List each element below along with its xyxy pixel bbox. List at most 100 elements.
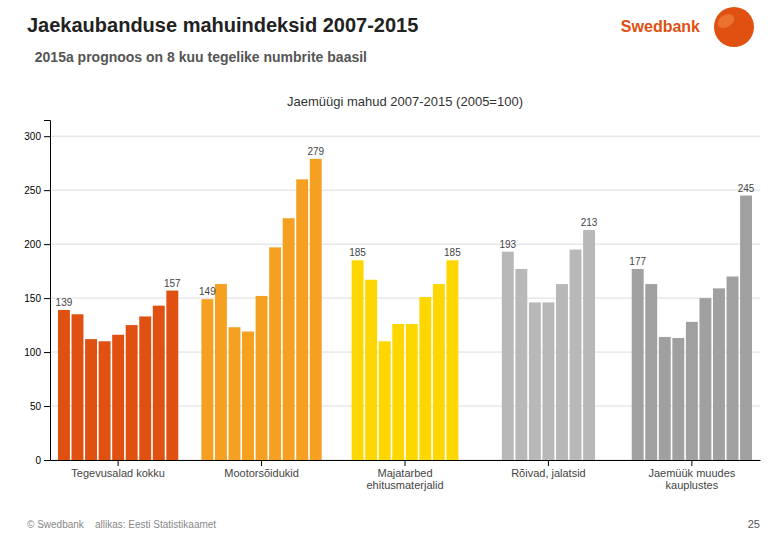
data-label: 193 — [499, 239, 516, 250]
bar — [99, 341, 111, 460]
bar — [583, 230, 595, 460]
y-tick-label: 300 — [24, 131, 41, 142]
y-tick: 100 — [24, 347, 50, 358]
bar — [242, 332, 254, 460]
x-tick: Mootorsõidukid — [224, 460, 299, 479]
bar — [645, 284, 657, 460]
data-label: 279 — [307, 146, 324, 157]
y-tick-mark — [44, 352, 50, 353]
x-axis: Tegevusalad kokku Mootorsõidukid Majatarbe… — [51, 460, 761, 491]
bar — [296, 179, 308, 460]
bar — [269, 247, 281, 460]
bar — [632, 269, 644, 460]
y-tick-mark — [44, 406, 50, 407]
x-tick-label: Tegevusalad kokku — [71, 467, 165, 479]
subtitle: 2015a prognoos on 8 kuu tegelike numbrit… — [27, 49, 367, 65]
x-tick-mark — [691, 460, 692, 466]
bar — [201, 299, 213, 460]
data-label: 185 — [349, 247, 366, 258]
x-tick-label-line: Mootorsõidukid — [224, 467, 299, 479]
y-tick: 0 — [35, 455, 50, 466]
y-tick-mark — [44, 460, 50, 461]
brand-logo-highlight — [715, 11, 737, 30]
y-tick-label: 100 — [24, 347, 41, 358]
bar — [126, 325, 138, 460]
bar — [229, 327, 241, 460]
y-axis-line — [44, 121, 51, 461]
data-label: 157 — [164, 278, 181, 289]
bar — [659, 337, 671, 460]
bar — [406, 324, 418, 460]
x-tick-mark — [261, 460, 262, 466]
x-tick: Tegevusalad kokku — [71, 460, 165, 479]
data-label: 213 — [581, 217, 598, 228]
plot: Jaemüügi mahud 2007-2015 (2005=100) 139 15… — [24, 94, 760, 491]
bar — [283, 218, 295, 460]
bar — [85, 339, 97, 460]
grid-line — [50, 190, 760, 191]
bar — [215, 284, 227, 460]
y-tick-label: 150 — [24, 293, 41, 304]
bar — [352, 260, 364, 460]
chart-container: Jaekaubanduse mahuindeksid 2007-2015 201… — [0, 0, 780, 540]
grid-line — [50, 136, 760, 137]
y-tick-mark — [44, 298, 50, 299]
x-tick-label: Mootorsõidukid — [224, 467, 299, 479]
bar — [433, 284, 445, 460]
bar — [153, 306, 165, 460]
bar — [58, 310, 70, 460]
chart-svg: Jaekaubanduse mahuindeksid 2007-2015 201… — [0, 0, 780, 540]
y-tick-mark — [44, 244, 50, 245]
bar — [686, 322, 698, 460]
bar — [72, 314, 84, 460]
y-tick: 50 — [30, 401, 50, 412]
chart-title: Jaemüügi mahud 2007-2015 (2005=100) — [287, 94, 523, 109]
y-axis: 0 50 100 150 200 250 300 — [24, 121, 50, 466]
footer-left: © Swedbank allikas: Eesti Statistikaamet — [27, 519, 216, 530]
bar — [740, 196, 752, 460]
y-tick-label: 0 — [35, 455, 41, 466]
x-tick-label-line: kauplustes — [666, 479, 719, 491]
bar — [713, 288, 725, 460]
data-label: 139 — [56, 297, 73, 308]
y-tick: 300 — [24, 131, 50, 142]
bar — [529, 302, 541, 460]
y-tick-label: 250 — [24, 185, 41, 196]
data-label: 185 — [444, 247, 461, 258]
bar — [446, 260, 458, 460]
bar — [166, 291, 178, 460]
y-tick-mark — [44, 136, 50, 137]
x-tick: Majatarbedehitusmaterjalid — [366, 460, 443, 491]
x-tick-mark — [118, 460, 119, 466]
bar — [727, 277, 739, 460]
footer-right: 25 — [748, 518, 760, 530]
x-tick-label: Majatarbedehitusmaterjalid — [366, 467, 443, 492]
grid-line — [50, 244, 760, 245]
brand-text: Swedbank — [621, 18, 700, 35]
bar — [310, 159, 322, 460]
brand-logo — [714, 7, 754, 47]
data-label: 177 — [629, 256, 646, 267]
x-tick-label-line: ehitusmaterjalid — [366, 479, 443, 491]
bar — [112, 335, 124, 460]
bar — [419, 297, 431, 460]
x-tick-label: Jaemüük muudeskauplustes — [648, 467, 735, 492]
x-tick-label-line: Jaemüük muudes — [648, 467, 735, 479]
title: Jaekaubanduse mahuindeksid 2007-2015 — [27, 14, 418, 36]
bar — [542, 302, 554, 460]
x-tick: Jaemüük muudeskauplustes — [648, 460, 735, 491]
y-tick-mark — [44, 190, 50, 191]
y-tick-label: 50 — [30, 401, 42, 412]
data-label: 149 — [199, 286, 216, 297]
bar — [139, 316, 151, 460]
y-tick: 250 — [24, 185, 50, 196]
bar — [699, 298, 711, 460]
x-tick-label-line: Rõivad, jalatsid — [511, 467, 586, 479]
bar — [365, 280, 377, 460]
x-tick-label: Rõivad, jalatsid — [511, 467, 586, 479]
bar — [392, 324, 404, 460]
bar — [502, 252, 514, 460]
bar — [556, 284, 568, 460]
y-tick-label: 200 — [24, 239, 41, 250]
x-tick-label-line: Majatarbed — [377, 467, 432, 479]
